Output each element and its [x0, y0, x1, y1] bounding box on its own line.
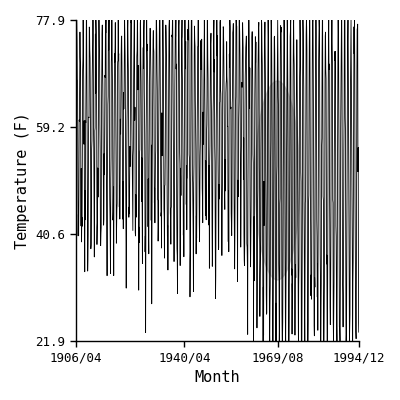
Ellipse shape	[255, 81, 300, 280]
Y-axis label: Temperature (F): Temperature (F)	[15, 112, 30, 249]
X-axis label: Month: Month	[194, 370, 240, 385]
